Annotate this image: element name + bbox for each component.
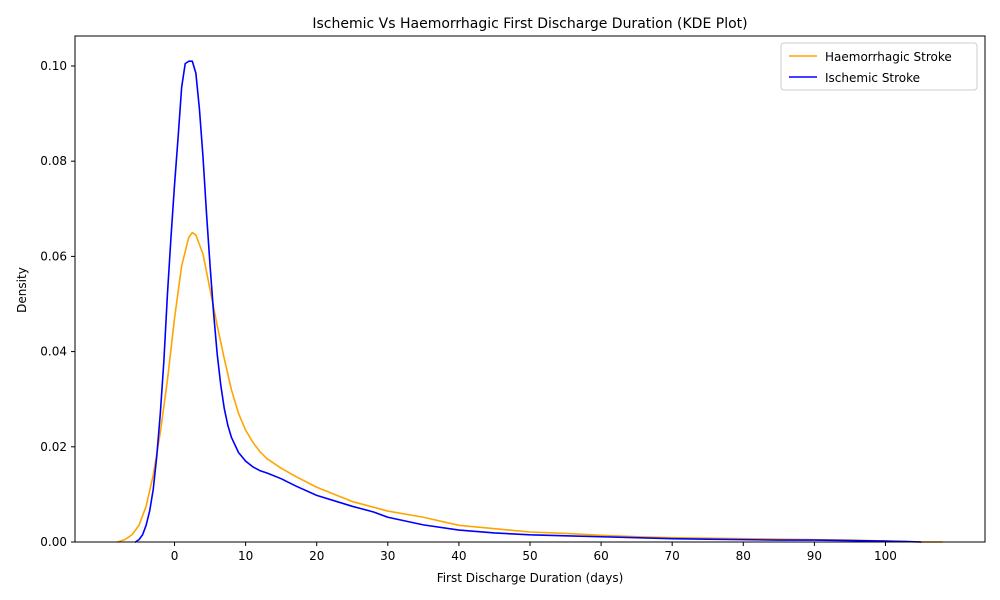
x-tick-label: 10 <box>238 549 253 563</box>
y-tick-label: 0.02 <box>40 440 67 454</box>
y-tick-label: 0.00 <box>40 535 67 549</box>
y-tick-label: 0.04 <box>40 345 67 359</box>
y-tick-label: 0.10 <box>40 59 67 73</box>
x-tick-label: 90 <box>807 549 822 563</box>
legend-label-ischemic: Ischemic Stroke <box>825 71 920 85</box>
x-axis-label: First Discharge Duration (days) <box>437 571 624 585</box>
chart-title: Ischemic Vs Haemorrhagic First Discharge… <box>312 16 747 32</box>
y-tick-label: 0.08 <box>40 154 67 168</box>
y-tick-label: 0.06 <box>40 249 67 263</box>
x-tick-label: 70 <box>665 549 680 563</box>
series-line-haemorrhagic <box>116 231 944 543</box>
plot-frame <box>74 35 986 543</box>
legend-label-haemorrhagic: Haemorrhagic Stroke <box>825 50 952 64</box>
x-tick-label: 20 <box>309 549 324 563</box>
x-tick-label: 0 <box>171 549 179 563</box>
x-tick-label: 50 <box>522 549 537 563</box>
x-tick-label: 60 <box>593 549 608 563</box>
x-tick-label: 30 <box>380 549 395 563</box>
legend-box <box>780 42 978 91</box>
legend: Haemorrhagic Stroke Ischemic Stroke <box>780 42 978 91</box>
x-tick-label: 40 <box>451 549 466 563</box>
x-tick-label: 80 <box>736 549 751 563</box>
x-tick-label: 100 <box>874 549 897 563</box>
y-axis-label: Density <box>15 267 29 313</box>
series-line-ischemic <box>134 60 922 543</box>
